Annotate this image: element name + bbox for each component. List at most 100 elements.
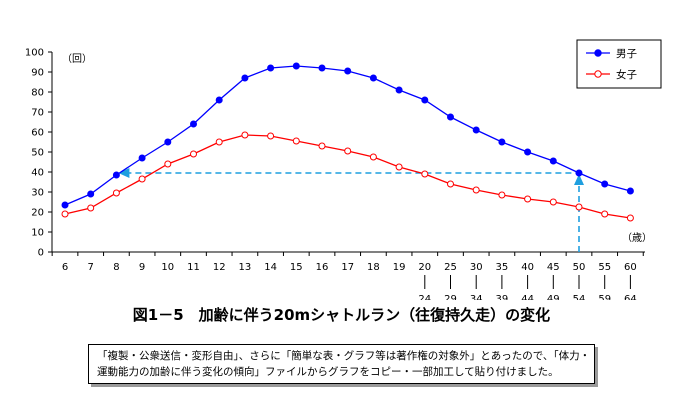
x-tick-label: 55: [598, 262, 611, 273]
x-tick-label: 60: [624, 262, 637, 273]
data-point-female: [601, 210, 609, 218]
chart-title: 図1－5 加齢に伴う20mシャトルラン（往復持久走）の変化: [132, 306, 551, 324]
data-point-female: [395, 163, 403, 171]
y-tick-label: 100: [25, 48, 44, 59]
data-point-female: [61, 210, 69, 218]
data-point-female: [498, 191, 506, 199]
y-tick-label: 80: [31, 88, 44, 99]
x-tick-label: 8: [113, 262, 119, 273]
x-axis-ticks: 6 7 8 9 10 11 12 13 14 15 16 17 18 19 20 24 25 29 30 34 35 39…: [51, 252, 644, 300]
x-tick-label: 16: [316, 262, 329, 273]
data-point-female: [241, 131, 249, 139]
x-tick-label: 40: [521, 262, 534, 273]
source-note-line-1: 「複製・公衆送信・変形自由」、さらに「簡単な表・グラフ等は著作権の対象外」とあっ…: [97, 350, 591, 362]
data-point-male: [421, 96, 429, 104]
data-point-male: [447, 113, 454, 121]
legend-label-male: 男子: [616, 48, 637, 60]
x-range-upper-label: 64: [624, 294, 637, 300]
x-range-upper-label: 44: [521, 294, 534, 300]
data-point-female: [215, 138, 223, 146]
series-line-male: [64, 65, 631, 206]
data-point-female: [369, 153, 377, 161]
legend-marker-female: [594, 70, 602, 78]
x-tick-label: 18: [367, 262, 380, 273]
data-point-female: [626, 214, 634, 222]
x-tick-label: 19: [393, 262, 406, 273]
data-point-female: [164, 160, 172, 168]
x-tick-label: 25: [444, 262, 457, 273]
reference-arrows: [118, 168, 584, 252]
data-point-male: [292, 62, 300, 70]
x-tick-label: 35: [496, 262, 509, 273]
data-point-male: [112, 171, 120, 179]
x-tick-label: 10: [161, 262, 174, 273]
x-tick-label: 6: [62, 262, 68, 273]
y-axis-unit: （回）: [62, 53, 92, 65]
y-tick-label: 40: [31, 168, 44, 179]
data-point-male: [190, 120, 197, 128]
x-range-upper-label: 59: [598, 294, 611, 300]
source-note: 「複製・公衆送信・変形自由」、さらに「簡単な表・グラフ等は著作権の対象外」とあっ…: [88, 344, 595, 384]
data-point-male: [575, 169, 583, 177]
data-point-female: [421, 170, 429, 178]
x-tick-label: 30: [470, 262, 483, 273]
x-tick-label: 17: [341, 262, 354, 273]
data-point-female: [292, 137, 300, 145]
data-point-female: [549, 198, 557, 206]
x-range-upper-label: 29: [444, 294, 457, 300]
data-point-male: [395, 86, 403, 94]
x-tick-label: 9: [139, 262, 145, 273]
line-chart: 0 10 20 30 40 50 60 70 80 90 100 6 7 8 9 10 11 12 13 14 15 1…: [25, 39, 662, 300]
data-point-male: [267, 64, 275, 72]
data-point-female: [318, 142, 326, 150]
x-range-upper-label: 49: [547, 294, 560, 300]
data-point-female: [447, 180, 454, 188]
legend-box: [576, 39, 662, 89]
legend-label-female: 女子: [616, 68, 637, 81]
legend: 男子 女子: [576, 39, 662, 89]
data-point-male: [549, 157, 557, 165]
x-tick-label: 13: [239, 262, 252, 273]
x-tick-label: 15: [290, 262, 303, 273]
data-point-female: [138, 175, 146, 183]
x-tick-label: 45: [547, 262, 560, 273]
data-point-male: [138, 154, 146, 162]
data-point-female: [524, 195, 532, 203]
y-axis-ticks: 0 10 20 30 40 50 60 70 80 90 100: [25, 48, 52, 259]
y-tick-label: 10: [31, 228, 44, 239]
data-point-female: [87, 204, 95, 212]
data-point-female: [344, 147, 352, 155]
x-range-upper-label: 24: [418, 294, 431, 300]
data-point-male: [344, 67, 352, 75]
data-point-male: [626, 187, 634, 195]
data-point-male: [87, 190, 95, 198]
data-point-male: [369, 74, 377, 82]
x-tick-label: 12: [213, 262, 226, 273]
series-lines: [61, 62, 634, 222]
data-point-male: [498, 138, 506, 146]
x-range-upper-label: 39: [496, 294, 509, 300]
data-point-female: [472, 186, 480, 194]
x-tick-label: 50: [573, 262, 586, 273]
data-point-female: [190, 150, 197, 158]
data-point-female: [267, 132, 275, 140]
x-tick-label: 14: [264, 262, 277, 273]
y-tick-label: 50: [31, 148, 44, 159]
x-range-upper-label: 34: [470, 294, 483, 300]
data-point-male: [215, 96, 223, 104]
x-axis-unit: （歳）: [622, 232, 652, 244]
y-tick-label: 0: [38, 248, 44, 259]
legend-marker-male: [594, 49, 602, 57]
x-tick-label: 7: [88, 262, 94, 273]
source-note-line-2: 運動能力の加齢に伴う変化の傾向」ファイルからグラフをコピー・一部加工して貼り付け…: [97, 366, 559, 378]
y-tick-label: 90: [31, 68, 44, 79]
reference-arrowhead-up: [574, 174, 584, 185]
y-tick-label: 60: [31, 128, 44, 139]
data-point-male: [472, 126, 480, 134]
data-point-male: [601, 180, 609, 188]
data-point-male: [241, 74, 249, 82]
data-point-male: [164, 138, 172, 146]
x-tick-label: 11: [187, 262, 200, 273]
y-tick-label: 20: [31, 208, 44, 219]
y-tick-label: 70: [31, 108, 44, 119]
